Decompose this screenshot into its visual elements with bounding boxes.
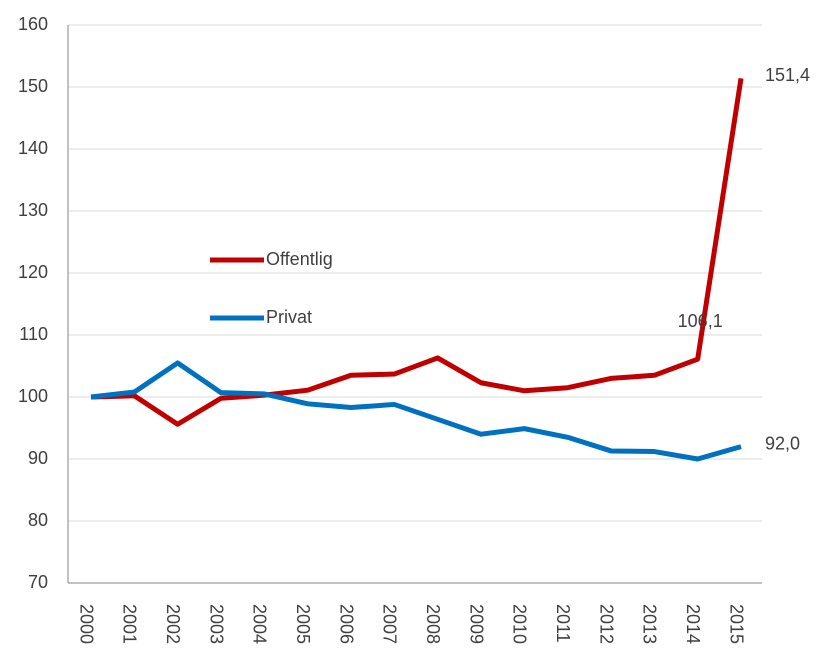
series-line <box>90 77 744 427</box>
x-tick-label: 2006 <box>336 604 356 644</box>
x-tick-label: 2002 <box>163 604 183 644</box>
y-tick-label: 160 <box>18 14 48 34</box>
y-tick-label: 150 <box>18 76 48 96</box>
x-tick-label: 2009 <box>466 604 486 644</box>
x-tick-label: 2010 <box>510 604 530 644</box>
x-tick-label: 2005 <box>293 604 313 644</box>
x-tick-label: 2014 <box>683 604 703 644</box>
y-tick-label: 110 <box>19 324 48 344</box>
y-tick-label: 80 <box>28 510 48 530</box>
data-label: 92,0 <box>765 433 800 453</box>
x-tick-label: 2011 <box>553 604 573 643</box>
y-tick-label: 70 <box>28 572 48 592</box>
y-tick-label: 120 <box>18 262 48 282</box>
legend-label: Offentlig <box>266 249 333 269</box>
series-line <box>90 360 742 462</box>
data-label: 151,4 <box>765 65 810 85</box>
x-tick-label: 2008 <box>423 604 443 644</box>
x-tick-label: 2004 <box>250 604 270 644</box>
x-tick-label: 2012 <box>596 604 616 644</box>
x-tick-label: 2013 <box>640 604 660 644</box>
x-tick-label: 2000 <box>76 604 96 644</box>
data-label: 106,1 <box>678 311 723 331</box>
x-tick-label: 2007 <box>380 604 400 644</box>
y-tick-label: 140 <box>18 138 48 158</box>
x-tick-label: 2001 <box>120 604 140 644</box>
x-tick-label: 2003 <box>206 604 226 644</box>
x-tick-label: 2015 <box>726 604 746 644</box>
y-tick-label: 90 <box>28 448 48 468</box>
y-tick-label: 100 <box>18 386 48 406</box>
legend-label: Privat <box>266 307 312 327</box>
y-tick-label: 130 <box>18 200 48 220</box>
